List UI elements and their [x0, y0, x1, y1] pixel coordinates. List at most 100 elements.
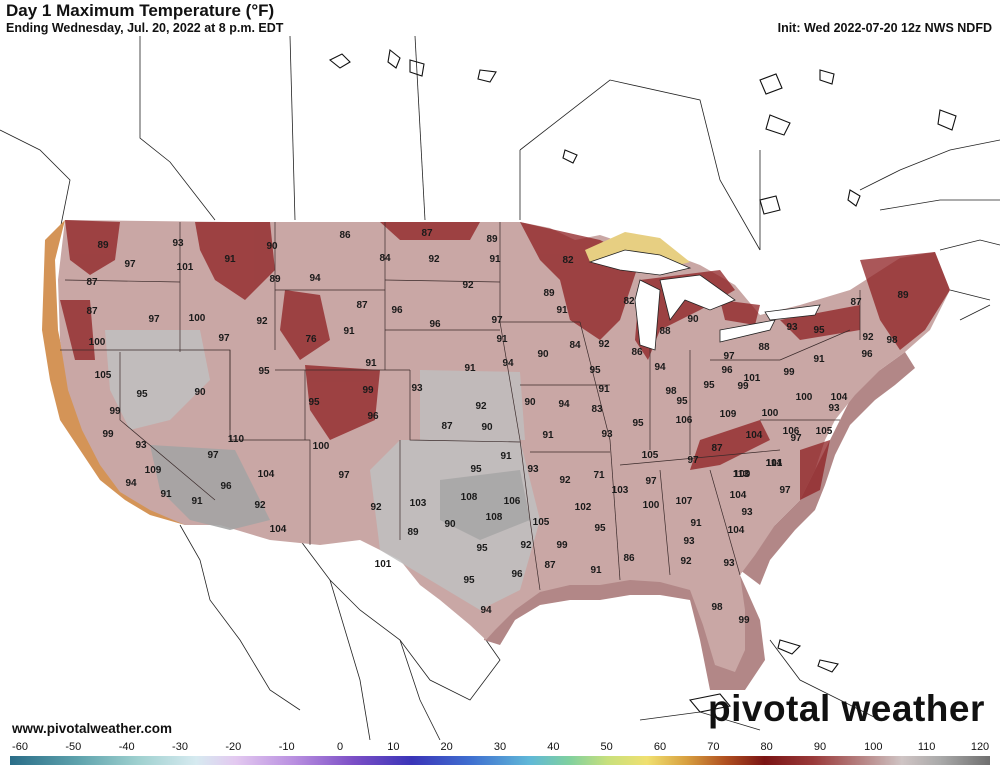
temperature-value: 104 — [258, 469, 275, 480]
temperature-value: 97 — [148, 314, 160, 325]
colorbar — [10, 756, 990, 765]
temperature-value: 92 — [559, 475, 571, 486]
temperature-value: 101 — [375, 559, 392, 570]
colorbar-tick: -30 — [172, 741, 188, 753]
valid-time-subtitle: Ending Wednesday, Jul. 20, 2022 at 8 p.m… — [6, 21, 284, 35]
temperature-value: 84 — [379, 253, 391, 264]
temperature-value: 108 — [486, 512, 503, 523]
temperature-value: 92 — [254, 500, 266, 511]
website-credit: www.pivotalweather.com — [12, 721, 173, 736]
temperature-value: 96 — [367, 411, 379, 422]
colorbar-tick: 90 — [813, 741, 827, 753]
temperature-value: 100 — [762, 408, 779, 419]
temperature-value: 100 — [189, 313, 206, 324]
temperature-value: 106 — [783, 426, 800, 437]
colorbar-tick: -50 — [65, 741, 82, 753]
temperature-value: 99 — [738, 615, 750, 626]
temperature-value: 97 — [491, 315, 503, 326]
temperature-value: 88 — [659, 326, 671, 337]
temperature-value: 93 — [527, 464, 539, 475]
islands-outlines — [328, 48, 957, 713]
temperature-value: 91 — [489, 254, 501, 265]
colorbar-tick: -10 — [278, 741, 295, 753]
temperature-value: 89 — [486, 234, 498, 245]
temperature-value: 93 — [786, 322, 798, 333]
temperature-value: 89 — [543, 288, 555, 299]
temperature-value: 109 — [720, 409, 737, 420]
temperature-value: 98 — [886, 335, 898, 346]
atlantic-coast-band — [740, 352, 915, 585]
great-lakes — [588, 249, 821, 351]
temperature-value: 96 — [220, 481, 232, 492]
temperature-value: 91 — [224, 254, 236, 265]
temperature-value: 90 — [444, 519, 456, 530]
temperature-value: 91 — [496, 334, 508, 345]
temperature-value: 99 — [102, 429, 114, 440]
temperature-value: 97 — [218, 333, 230, 344]
colorbar-tick: -40 — [118, 741, 135, 753]
temperature-value: 87 — [356, 300, 368, 311]
colorbar-tick: -60 — [12, 741, 28, 753]
temperature-value: 96 — [391, 305, 403, 316]
temperature-value: 96 — [721, 365, 733, 376]
colorbar-tick: 80 — [760, 741, 773, 753]
temperature-value: 94 — [125, 478, 137, 489]
temperature-value: 92 — [256, 316, 268, 327]
temperature-value: 91 — [191, 496, 203, 507]
temperature-value: 95 — [594, 523, 606, 534]
temperature-value: 92 — [862, 332, 874, 343]
temperature-value: 84 — [569, 340, 581, 351]
temperature-value: 93 — [723, 558, 735, 569]
temperature-value: 97 — [779, 485, 791, 496]
colorbar-tick: 40 — [547, 741, 560, 753]
temperature-value: 100 — [796, 392, 813, 403]
temperature-value: 90 — [524, 397, 536, 408]
temperature-value: 104 — [730, 490, 747, 501]
temperature-value: 106 — [676, 415, 693, 426]
temperature-value: 94 — [480, 605, 492, 616]
temperature-value: 97 — [124, 259, 136, 270]
temperature-value: 97 — [338, 470, 350, 481]
temperature-value: 87 — [850, 297, 862, 308]
temperature-value: 91 — [556, 305, 568, 316]
model-init-label: Init: Wed 2022-07-20 12z NWS NDFD — [777, 21, 992, 35]
pacific-coast-band — [42, 220, 185, 525]
temperature-value: 92 — [370, 502, 382, 513]
colorbar-tick: 10 — [387, 741, 400, 753]
temperature-value: 99 — [737, 381, 749, 392]
temperature-value: 99 — [362, 385, 374, 396]
temperature-value: 90 — [481, 422, 493, 433]
colorbar-tick: 0 — [336, 741, 344, 753]
state-borders — [60, 222, 861, 591]
temperature-value: 91 — [365, 358, 377, 369]
temperature-value: 94 — [502, 358, 514, 369]
temperature-value: 99 — [109, 406, 121, 417]
temperature-value: 95 — [136, 389, 148, 400]
colorbar-tick: 20 — [440, 741, 453, 753]
temperature-value: 89 — [897, 290, 909, 301]
temperature-value: 91 — [690, 518, 702, 529]
hot-zones — [105, 330, 540, 610]
temperature-value: 98 — [665, 386, 677, 397]
temperature-value: 87 — [544, 560, 556, 571]
temperature-value: 93 — [828, 403, 840, 414]
temperature-value: 100 — [89, 337, 106, 348]
temperature-value: 93 — [135, 440, 147, 451]
temperature-value: 91 — [542, 430, 554, 441]
temperature-value: 87 — [441, 421, 453, 432]
map-title: Day 1 Maximum Temperature (°F) — [6, 1, 275, 20]
temperature-value: 101 — [177, 262, 194, 273]
temperature-value: 113 — [733, 469, 750, 480]
temperature-value: 87 — [86, 277, 98, 288]
temperature-value: 95 — [258, 366, 270, 377]
temperature-value: 71 — [593, 470, 605, 481]
temperature-value: 90 — [194, 387, 206, 398]
temperature-value: 101 — [744, 373, 761, 384]
temperature-value: 95 — [470, 464, 482, 475]
temperature-value: 106 — [504, 496, 521, 507]
temperature-value: 99 — [556, 540, 568, 551]
colorbar-tick: 100 — [864, 741, 883, 753]
temperature-value: 95 — [632, 418, 644, 429]
temperature-value: 104 — [831, 392, 848, 403]
